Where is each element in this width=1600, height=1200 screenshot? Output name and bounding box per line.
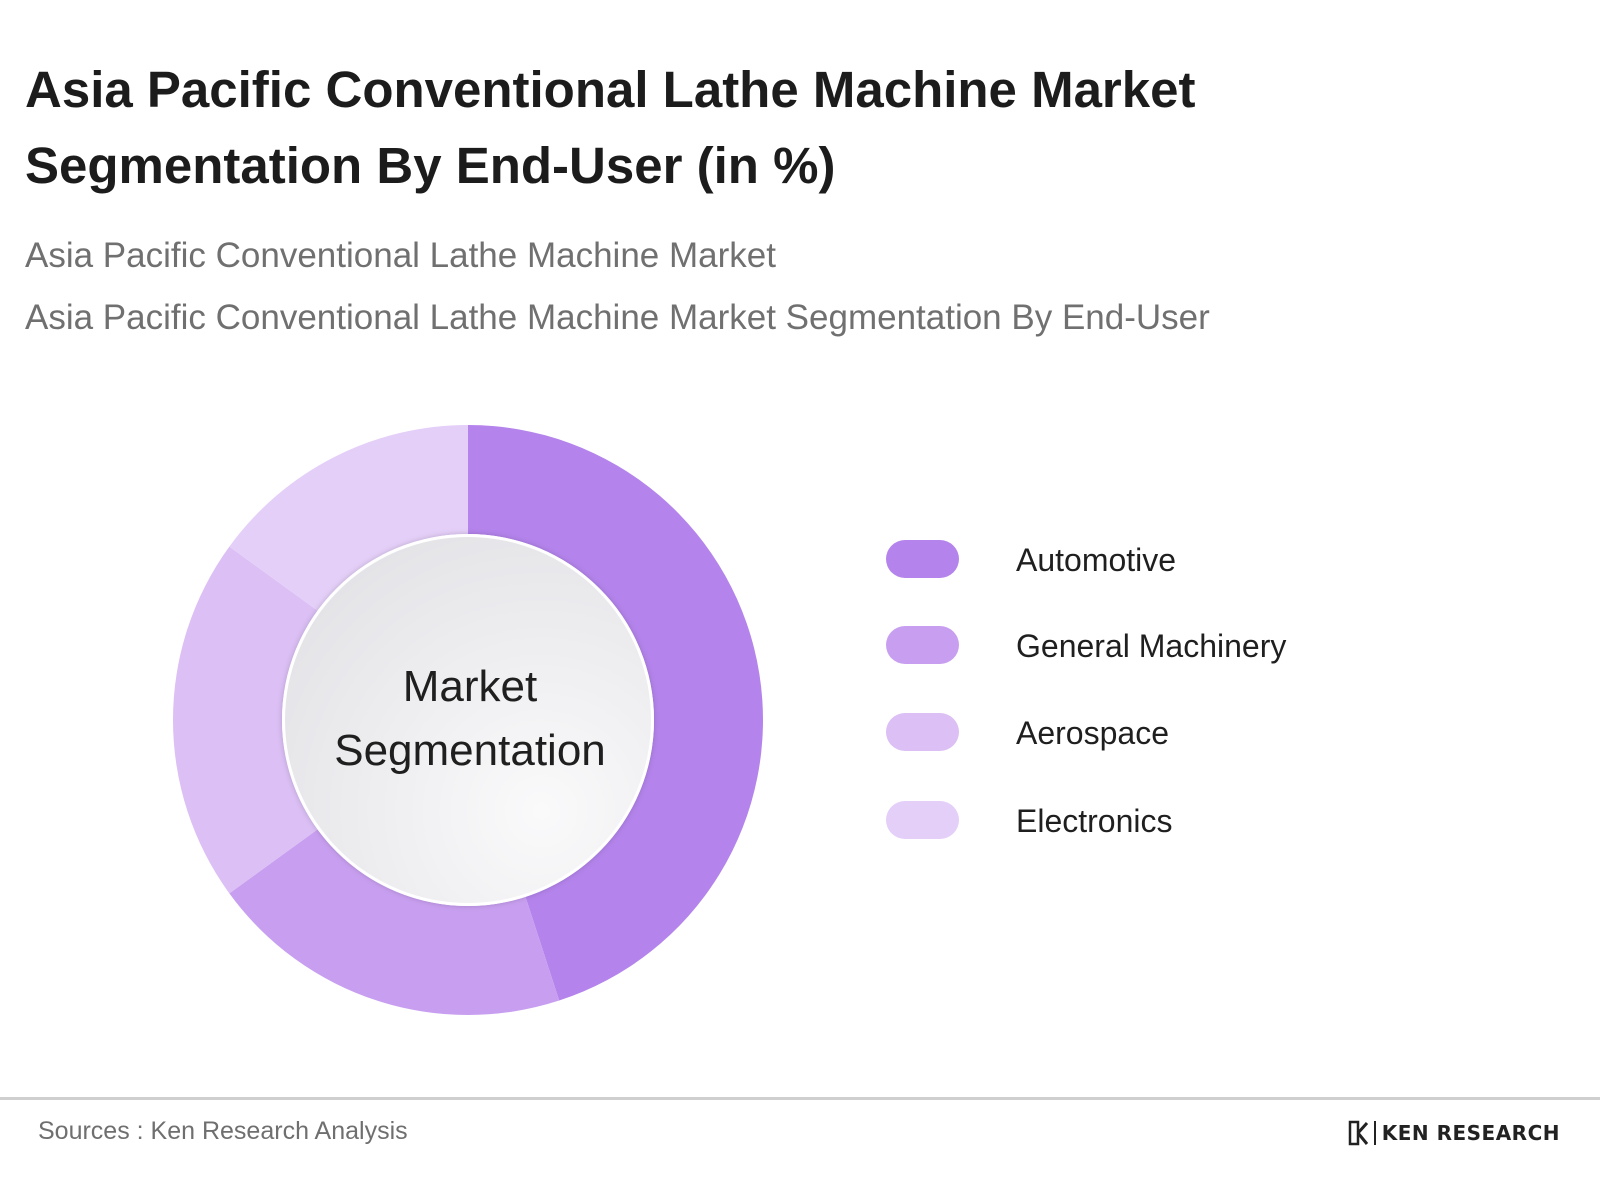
- legend-swatch-aerospace: [886, 713, 959, 751]
- chart-subtitle-segmentation: Asia Pacific Conventional Lathe Machine …: [25, 298, 1210, 337]
- center-label-line1: Market: [402, 662, 538, 711]
- legend-item-automotive: Automotive: [886, 540, 1446, 580]
- legend-label-general-machinery: General Machinery: [1016, 628, 1287, 664]
- legend-swatch-automotive: [886, 540, 959, 578]
- slice-general-machinery: [229, 829, 560, 1015]
- footer-divider: [0, 1097, 1600, 1100]
- donut-slices: [173, 425, 763, 1015]
- source-note: Sources : Ken Research Analysis: [38, 1117, 408, 1145]
- legend-swatch-electronics: [886, 801, 959, 839]
- brand-logo: KEN RESEARCH: [1348, 1118, 1560, 1148]
- slice-electronics: [229, 425, 468, 611]
- legend-item-aerospace: Aerospace: [886, 713, 1446, 753]
- slice-aerospace: [173, 546, 318, 894]
- legend-label-aerospace: Aerospace: [1016, 715, 1169, 751]
- legend-item-electronics: Electronics: [886, 801, 1446, 841]
- center-label-line2: Segmentation: [334, 726, 606, 775]
- slice-automotive: [468, 425, 763, 1001]
- brand-separator: [1373, 1121, 1376, 1145]
- legend-label-electronics: Electronics: [1016, 803, 1173, 839]
- legend-item-general-machinery: General Machinery: [886, 626, 1446, 666]
- legend-label-automotive: Automotive: [1016, 542, 1177, 578]
- ken-research-logo-icon: [1348, 1120, 1368, 1146]
- chart-title: Asia Pacific Conventional Lathe Machine …: [25, 61, 1196, 194]
- brand-name: KEN RESEARCH: [1381, 1121, 1560, 1145]
- donut-center-gradient: [285, 537, 651, 903]
- donut-center-label: Market Segmentation: [300, 655, 640, 783]
- legend-swatch-general-machinery: [886, 626, 959, 664]
- chart-subtitle-market: Asia Pacific Conventional Lathe Machine …: [25, 236, 776, 275]
